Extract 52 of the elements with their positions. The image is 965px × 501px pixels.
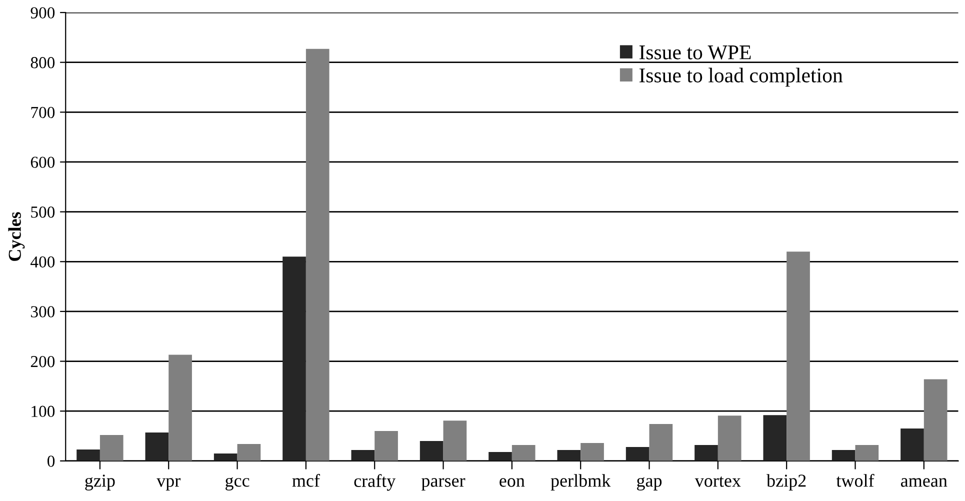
bar (237, 444, 261, 461)
bar (168, 354, 192, 461)
bar (306, 48, 330, 461)
x-tick-label: parser (422, 478, 466, 490)
bar (718, 416, 742, 461)
bar (580, 442, 604, 461)
y-tick-label: 900 (30, 7, 55, 18)
bar (76, 449, 100, 461)
x-tick-label: vortex (694, 476, 741, 487)
y-tick-label: 200 (30, 356, 55, 368)
x-tick-label: perlbmk (550, 474, 611, 490)
bar (855, 444, 879, 461)
y-tick-label: 400 (30, 256, 55, 268)
bar (694, 444, 718, 461)
x-tick-label: crafty (354, 474, 396, 491)
y-tick-label: 100 (32, 406, 55, 418)
x-tick-label: gcc (226, 477, 250, 490)
x-tick-label: mcf (292, 474, 320, 487)
y-tick-label: 600 (30, 156, 55, 168)
bar (145, 432, 169, 461)
bar (512, 444, 536, 461)
legend-label: Issue to WPE (639, 46, 751, 60)
x-tick-label: twolf (836, 474, 874, 487)
bar (351, 450, 375, 461)
x-tick-label: vpr (156, 478, 180, 490)
y-tick-label: 300 (31, 306, 55, 318)
bar (900, 428, 924, 461)
bar (443, 420, 467, 461)
bar (924, 379, 948, 461)
bar (374, 431, 398, 461)
bar (649, 424, 673, 461)
bar (214, 453, 238, 461)
y-tick-label: 0 (48, 456, 55, 467)
y-axis-title: Cycles (8, 212, 25, 261)
x-tick-label: eon (500, 478, 525, 487)
bar (100, 435, 124, 461)
bar (763, 415, 787, 461)
x-tick-label: bzip2 (766, 474, 806, 490)
y-tick-label: 800 (30, 57, 55, 68)
y-tick-label: 700 (31, 106, 55, 118)
legend-label: Issue to load completion (639, 68, 843, 87)
bar (557, 450, 581, 461)
bar (786, 252, 810, 461)
x-tick-label: amean (900, 478, 948, 487)
x-tick-label: gzip (85, 474, 115, 490)
y-tick-label: 500 (31, 206, 55, 218)
bar (282, 256, 306, 461)
x-tick-label: gap (637, 477, 662, 490)
bar (420, 440, 444, 461)
bar (626, 446, 650, 461)
bar (832, 450, 856, 461)
bar (488, 452, 512, 461)
